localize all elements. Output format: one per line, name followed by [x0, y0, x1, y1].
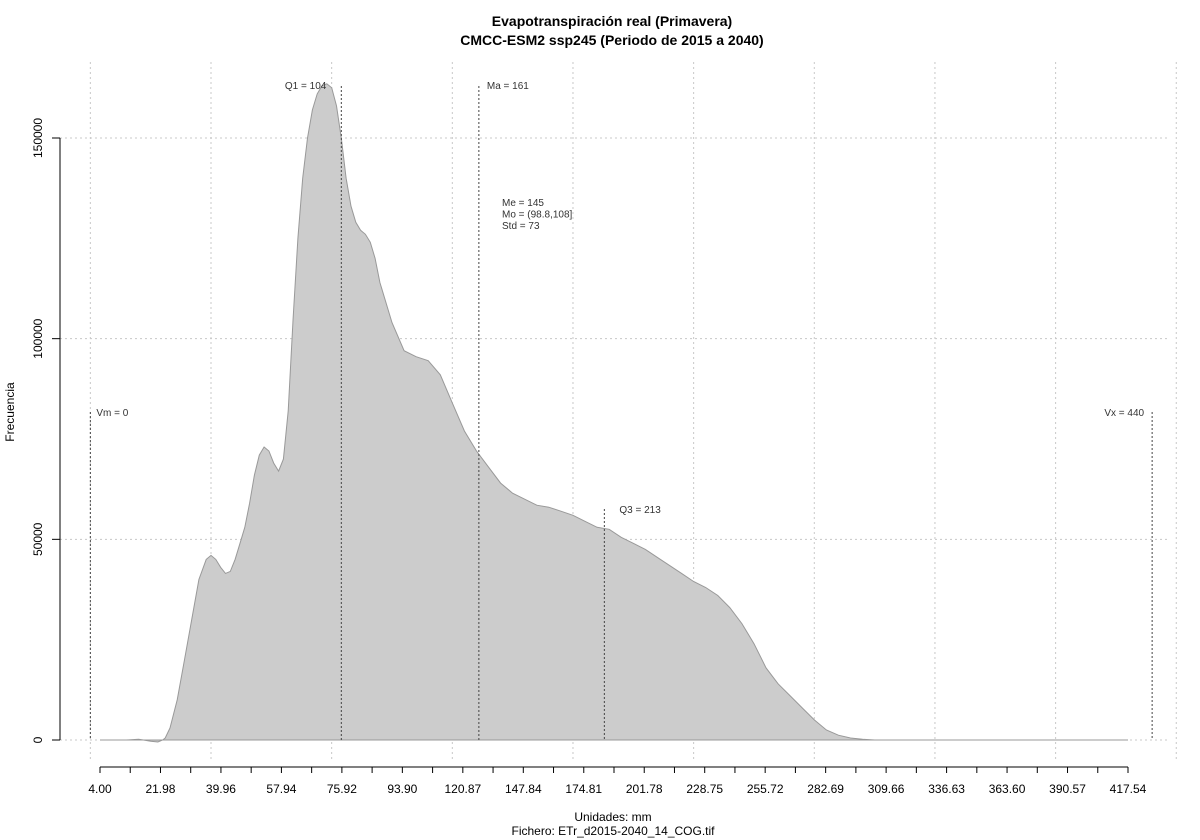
- x-tick-label: 21.98: [145, 782, 175, 796]
- y-tick-label: 0: [31, 736, 45, 743]
- chart-title: Evapotranspiración real (Primavera): [492, 13, 732, 29]
- x-tick-label: 174.81: [565, 782, 602, 796]
- chart-subtitle: CMCC-ESM2 ssp245 (Periodo de 2015 a 2040…: [460, 32, 763, 48]
- vx-label: Vx = 440: [1104, 408, 1144, 419]
- y-axis-label: Frecuencia: [3, 382, 17, 442]
- x-tick-label: 4.00: [88, 782, 112, 796]
- axes: 0 50000 100000 150000 4.00 21.98 39.96 57.94 75.…: [31, 118, 1147, 796]
- y-tick-label: 50000: [31, 522, 45, 556]
- x-tick-label: 120.87: [444, 782, 481, 796]
- x-tick-label: 93.90: [387, 782, 417, 796]
- y-tick-label: 100000: [31, 318, 45, 358]
- x-tick-label: 147.84: [505, 782, 542, 796]
- q1-label: Q1 = 104: [285, 81, 327, 92]
- x-tick-label: 363.60: [989, 782, 1026, 796]
- q3-label: Q3 = 213: [619, 505, 661, 516]
- stat-label: Me = 145: [502, 198, 544, 209]
- x-tick-label: 39.96: [206, 782, 236, 796]
- x-tick-label: 255.72: [747, 782, 784, 796]
- x-tick-label: 336.63: [928, 782, 965, 796]
- y-tick-label: 150000: [31, 118, 45, 158]
- x-tick-label: 57.94: [266, 782, 296, 796]
- stat-label: Mo = (98.8,108]: [502, 210, 573, 221]
- vm-label: Vm = 0: [96, 408, 128, 419]
- x-tick-label: 417.54: [1110, 782, 1147, 796]
- density-area: [100, 83, 1128, 743]
- x-tick-label: 309.66: [868, 782, 905, 796]
- x-axis-label: Unidades: mm: [574, 810, 651, 824]
- file-label: Fichero: ETr_d2015-2040_14_COG.tif: [512, 824, 716, 838]
- stat-label: Std = 73: [502, 221, 540, 232]
- x-tick-label: 282.69: [807, 782, 844, 796]
- x-tick-label: 390.57: [1049, 782, 1086, 796]
- x-tick-label: 228.75: [686, 782, 723, 796]
- density-area-path: [100, 83, 1128, 743]
- statistic-markers: Q1 = 104 Ma = 161 Q3 = 213 Vm = 0 Vx = 440 Me…: [89, 81, 1153, 740]
- ma-label: Ma = 161: [487, 81, 529, 92]
- x-tick-label: 75.92: [327, 782, 357, 796]
- x-tick-label: 201.78: [626, 782, 663, 796]
